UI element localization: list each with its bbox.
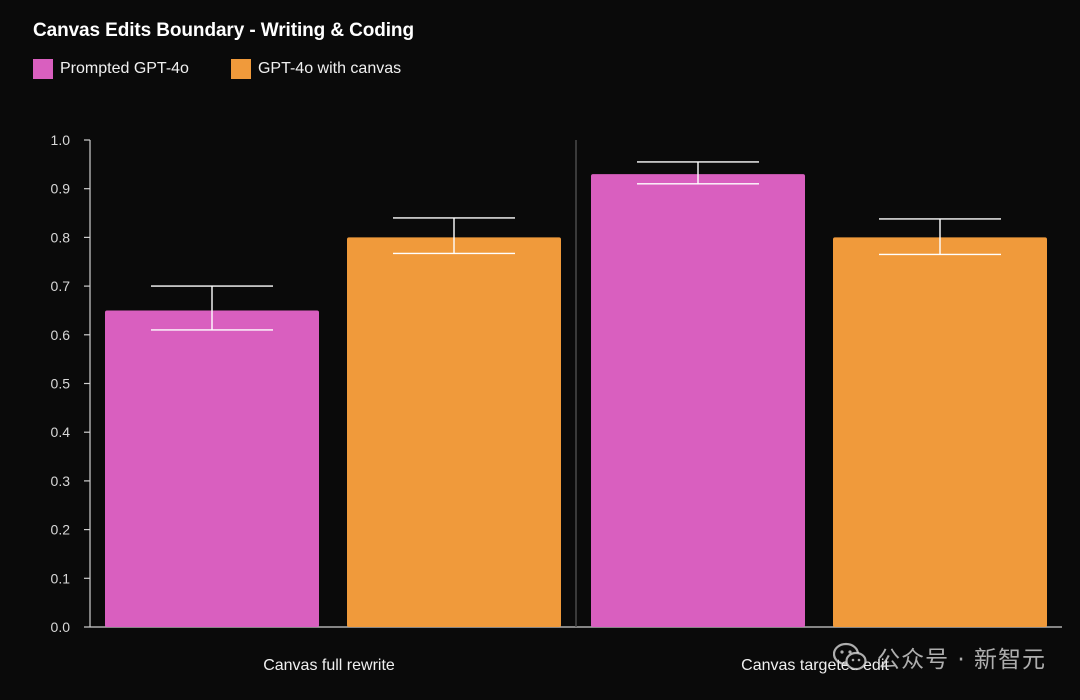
chart-title: Canvas Edits Boundary - Writing & Coding — [33, 20, 414, 41]
watermark: 公众号 · 新智元 — [833, 640, 1046, 674]
legend-item-prompted: Prompted GPT-4o — [33, 59, 189, 79]
legend-label-prompted: Prompted GPT-4o — [60, 60, 189, 77]
legend-item-canvas: GPT-4o with canvas — [230, 59, 402, 79]
bar — [347, 237, 561, 627]
y-tick-label: 0.6 — [51, 327, 71, 343]
y-tick-label: 0.1 — [51, 570, 71, 586]
y-tick-label: 0.9 — [51, 181, 71, 197]
chart-legend: Prompted GPT-4o GPT-4o with canvas — [33, 59, 443, 79]
x-category-label: Canvas full rewrite — [263, 657, 395, 674]
y-tick-label: 0.0 — [51, 619, 71, 635]
legend-swatch-canvas — [230, 59, 251, 79]
y-tick-label: 0.7 — [51, 278, 71, 294]
legend-label-canvas: GPT-4o with canvas — [257, 60, 402, 77]
y-tick-label: 0.8 — [51, 229, 71, 245]
y-tick-label: 0.4 — [51, 424, 71, 440]
wechat-icon — [833, 642, 867, 671]
y-tick-label: 0.5 — [51, 376, 71, 392]
bar — [591, 174, 805, 627]
y-tick-label: 0.2 — [51, 522, 71, 538]
y-tick-label: 1.0 — [51, 132, 71, 148]
y-tick-label: 0.3 — [51, 473, 71, 489]
legend-swatch-prompted — [33, 59, 53, 79]
bar — [833, 237, 1047, 627]
watermark-text: 公众号 · 新智元 — [877, 647, 1046, 673]
bar — [105, 310, 319, 627]
